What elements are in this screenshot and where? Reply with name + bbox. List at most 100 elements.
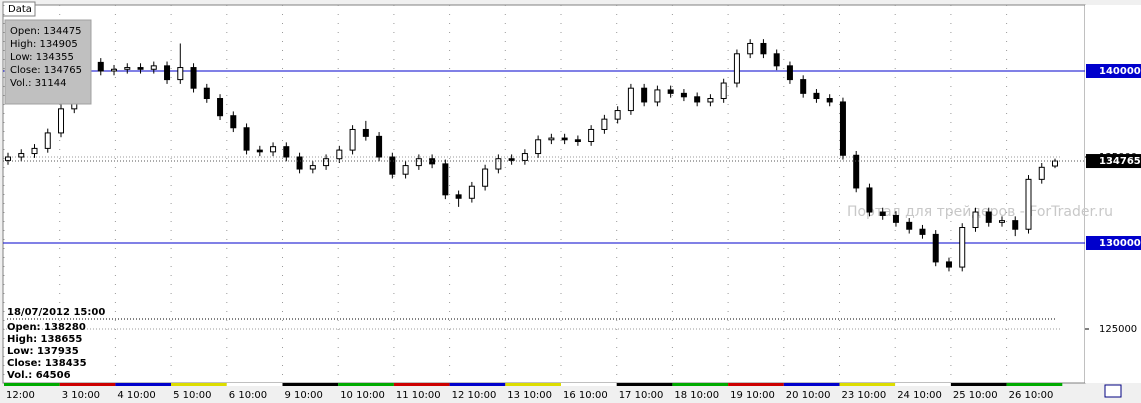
info-line: Vol.: 31144 — [10, 78, 67, 89]
candle-body — [521, 153, 528, 161]
candle-body — [866, 187, 873, 213]
x-tick-label: 4 10:00 — [117, 390, 155, 401]
x-tick-label: 23 10:00 — [842, 390, 887, 401]
candle-body — [800, 79, 807, 94]
info-line: Open: 138280 — [7, 322, 86, 333]
candle-body — [760, 42, 767, 55]
candle-body — [389, 156, 396, 175]
candle-body — [362, 128, 369, 137]
tab[interactable] — [2, 1, 36, 17]
candle-body — [839, 101, 846, 156]
period-bar — [616, 383, 673, 386]
period-bar — [4, 383, 60, 386]
candle-body — [203, 87, 210, 100]
candle-body — [5, 156, 11, 161]
candle-body — [164, 65, 171, 81]
level-label: 130000 — [1099, 238, 1141, 249]
level-label-box — [1086, 63, 1141, 78]
candle-body — [1038, 166, 1045, 180]
x-tick-label: 25 10:00 — [953, 390, 998, 401]
candle-body — [574, 139, 581, 143]
period-bar — [393, 383, 450, 386]
x-tick-label: 19 10:00 — [730, 390, 775, 401]
candle-body — [985, 211, 992, 223]
x-tick-label: 9 10:00 — [285, 390, 323, 401]
level-label: 140000 — [1099, 66, 1141, 77]
period-bar — [672, 383, 729, 386]
info-line: Close: 138435 — [7, 358, 87, 369]
info-line: Low: 134355 — [10, 52, 74, 63]
period-bar — [115, 383, 172, 386]
period-bar — [950, 383, 1007, 386]
candle-body — [243, 127, 250, 151]
candle-body — [601, 118, 608, 130]
x-tick-label: 24 10:00 — [897, 390, 942, 401]
candle-body — [773, 53, 780, 67]
candle-body — [680, 92, 687, 98]
candle-body — [18, 153, 25, 158]
candle-body — [44, 132, 51, 149]
candle-body — [707, 98, 714, 103]
candle-body — [442, 163, 449, 196]
candle-body — [468, 185, 475, 199]
candle-body — [402, 165, 409, 175]
candle-body — [349, 128, 356, 151]
candle-body — [31, 147, 38, 155]
info-line: High: 138655 — [7, 334, 82, 345]
period-bar — [561, 383, 617, 386]
info-line: Vol.: 64506 — [7, 370, 71, 381]
candle-body — [906, 221, 913, 230]
candle-body — [853, 154, 860, 189]
candle-body — [879, 211, 886, 216]
candle-body — [972, 211, 979, 229]
level-label-box — [1086, 235, 1141, 250]
candle-body — [720, 82, 727, 100]
candle-body — [190, 67, 197, 89]
x-tick-label: 26 10:00 — [1009, 390, 1054, 401]
candle-body — [667, 89, 674, 94]
candle-body — [482, 168, 489, 187]
candle-body — [998, 220, 1005, 223]
candle-body — [283, 146, 290, 158]
period-bar — [1006, 383, 1063, 386]
info-box — [4, 19, 92, 105]
scroll-button[interactable] — [1104, 384, 1122, 398]
candle-body — [694, 96, 701, 103]
y-tick-label: 125000 — [1099, 324, 1137, 335]
candle-body — [932, 233, 939, 263]
period-bar — [449, 383, 506, 386]
candle-body — [959, 227, 966, 268]
candle-body — [1012, 220, 1019, 230]
candle-body — [786, 65, 793, 81]
candle-body — [455, 194, 462, 199]
candle-body — [323, 158, 330, 167]
x-tick-label: 13 10:00 — [507, 390, 552, 401]
last-price-label: 134765 — [1099, 156, 1141, 167]
x-tick-label: 18 10:00 — [674, 390, 719, 401]
candle-body — [641, 87, 648, 103]
candle-body — [1052, 160, 1058, 167]
candle-body — [270, 146, 277, 153]
candle-body — [508, 158, 515, 161]
plot-area — [2, 4, 1086, 384]
x-tick-label: 12:00 — [6, 390, 35, 401]
candle-body — [230, 115, 237, 129]
candle-body — [336, 149, 343, 160]
period-bar — [59, 383, 116, 386]
tab-label[interactable]: Data — [8, 4, 32, 15]
period-bar — [505, 383, 561, 386]
candle-body — [813, 92, 820, 100]
candle-body — [415, 158, 422, 167]
period-bar — [226, 383, 283, 386]
period-bar — [728, 383, 784, 386]
x-tick-label: 20 10:00 — [786, 390, 831, 401]
candle-body — [177, 67, 184, 81]
info-line: Close: 134765 — [10, 65, 82, 76]
candle-body — [614, 110, 621, 120]
x-tick-label: 11 10:00 — [396, 390, 441, 401]
x-tick-label: 3 10:00 — [62, 390, 100, 401]
info-line: Open: 134475 — [10, 26, 81, 37]
candle-body — [150, 65, 157, 70]
period-bar — [839, 383, 896, 386]
